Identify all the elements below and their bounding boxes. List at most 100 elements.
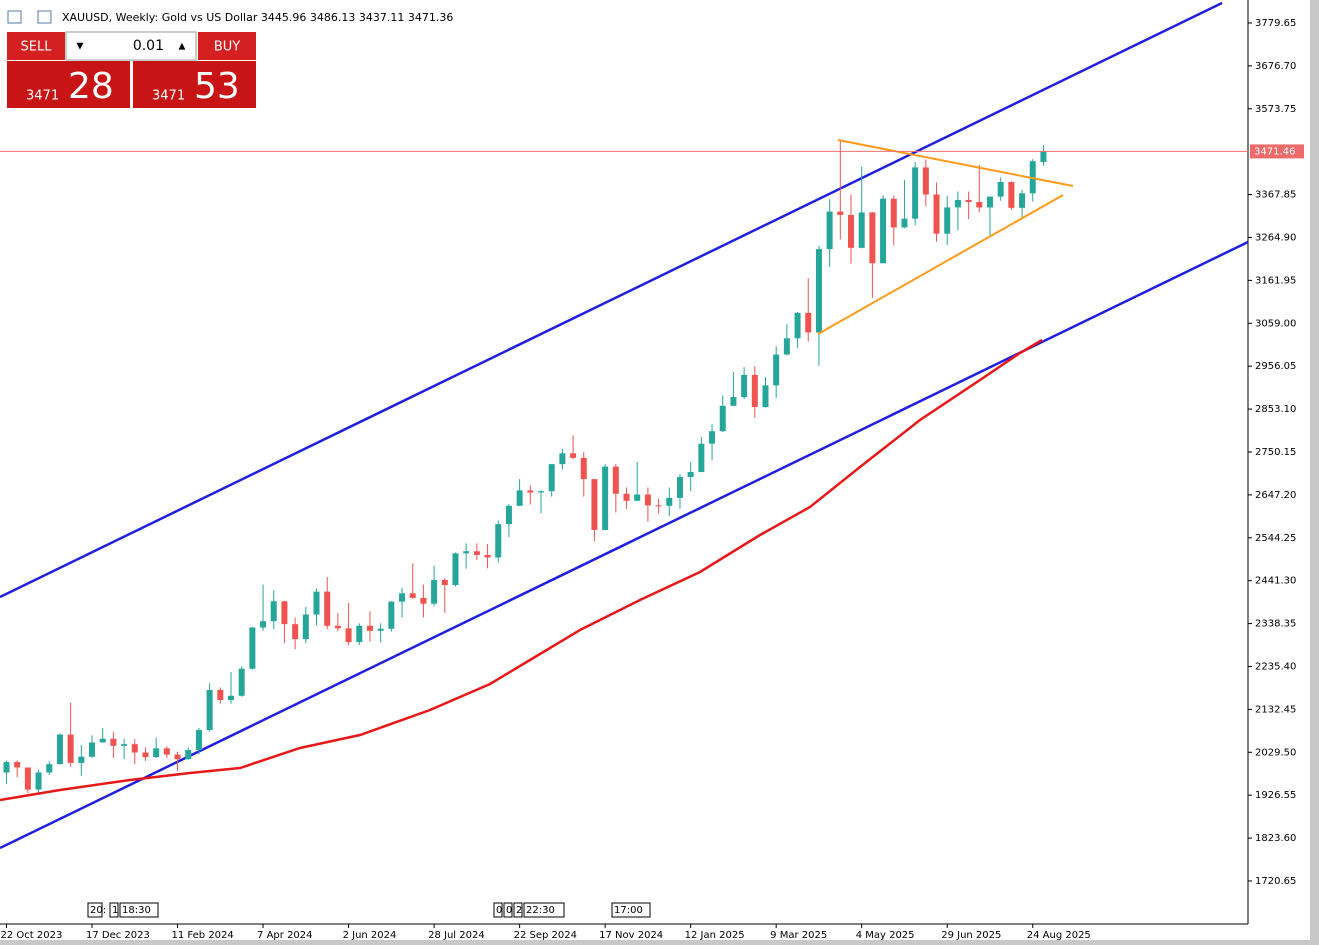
candle-body: [399, 593, 406, 602]
candle-body: [334, 625, 341, 629]
candle-body: [484, 554, 491, 558]
buy-button[interactable]: [198, 32, 256, 60]
candle-body: [997, 182, 1004, 197]
x-tick-label: 12 Jan 2025: [685, 930, 745, 941]
candle-body: [719, 405, 726, 432]
x-tick-label: 17 Dec 2023: [86, 930, 150, 941]
candle-body: [345, 628, 352, 643]
candle-body: [1040, 151, 1047, 163]
candle-body: [751, 374, 758, 408]
candle-body: [783, 338, 790, 355]
event-flag: [523, 902, 565, 918]
candle-body: [388, 601, 395, 629]
candle-body: [260, 621, 267, 628]
y-tick-label: 1720.65: [1255, 876, 1296, 887]
candle-body: [965, 199, 972, 203]
volume[interactable]: 0.01: [133, 38, 164, 54]
y-tick-label: 2235.40: [1255, 661, 1296, 672]
candle-body: [976, 202, 983, 208]
price-label-box: [1250, 144, 1304, 159]
ask-box[interactable]: [133, 61, 256, 108]
candle-body: [377, 628, 384, 631]
x-tick-label: 28 Jul 2024: [428, 930, 485, 941]
candle-body: [409, 593, 416, 598]
candle-body: [815, 249, 822, 333]
candle-body: [431, 579, 438, 604]
x-tick-label: 4 May 2025: [856, 930, 915, 941]
icon: [37, 10, 52, 24]
volume-down[interactable]: ▼: [77, 42, 84, 52]
bid-main[interactable]: 3471: [26, 89, 59, 104]
event-label: 2: [516, 905, 522, 916]
channel-lower: [0, 240, 1249, 850]
candle-body: [612, 466, 619, 494]
bid-pips[interactable]: 28: [68, 66, 114, 107]
candle-body: [99, 738, 106, 743]
candles: [3, 139, 1047, 794]
candle-body: [516, 490, 523, 506]
candle-body: [217, 689, 224, 700]
candle-body: [922, 167, 929, 195]
open: 3445.96: [261, 11, 307, 24]
y-tick-label: 3367.85: [1255, 190, 1296, 201]
candle-body: [634, 494, 641, 501]
x-tick-label: 22 Sep 2024: [514, 930, 577, 941]
candle-body: [1008, 182, 1015, 208]
candle-body: [933, 194, 940, 234]
candle-body: [869, 212, 876, 264]
x-tick-label: 24 Aug 2025: [1027, 930, 1091, 941]
x-tick-label: 29 Jun 2025: [941, 930, 1001, 941]
candle-body: [880, 198, 887, 264]
price-label: 3471.46: [1254, 146, 1295, 157]
candle-body: [78, 756, 85, 763]
y-tick-label: 2853.10: [1255, 404, 1296, 415]
candle-body: [292, 624, 299, 640]
candle-body: [270, 601, 277, 622]
candle-body: [67, 734, 74, 763]
candle-body: [463, 551, 470, 554]
volume-up[interactable]: ▲: [179, 42, 186, 52]
event-label: 0: [496, 905, 502, 916]
candle-body: [185, 749, 192, 760]
symbol: XAUUSD, Weekly:: [62, 11, 158, 24]
sell-label[interactable]: SELL: [21, 40, 53, 55]
y-tick-label: 2132.45: [1255, 704, 1296, 715]
candle-body: [762, 385, 769, 408]
event-flag: [503, 902, 513, 918]
candle-body: [441, 579, 448, 585]
candle-body: [452, 553, 459, 585]
candle-body: [24, 767, 31, 790]
candle-body: [174, 754, 181, 760]
candle-body: [110, 738, 117, 746]
candle-body: [570, 453, 577, 458]
candle-body: [163, 748, 170, 755]
candle-body: [473, 551, 480, 555]
event-flag: [611, 902, 651, 918]
volume-box[interactable]: [65, 31, 197, 61]
candle-body: [655, 505, 662, 507]
candle-body: [121, 744, 128, 746]
ask-pips[interactable]: 53: [194, 66, 240, 107]
event-flag: [493, 902, 503, 918]
sell-button[interactable]: [7, 32, 65, 60]
x-tick-label: 11 Feb 2024: [172, 930, 234, 941]
event-label: 20:: [90, 905, 106, 916]
candle-body: [730, 397, 737, 406]
candle-body: [698, 443, 705, 473]
event-flag: [109, 902, 119, 918]
candle-body: [538, 491, 544, 493]
event-label: 22:30: [526, 905, 555, 916]
candle-body: [195, 729, 202, 750]
candle-body: [206, 689, 213, 730]
low: 3437.11: [359, 11, 405, 24]
triangle-upper: [837, 139, 1074, 187]
buy-label[interactable]: BUY: [214, 40, 240, 55]
candle-body: [35, 772, 42, 790]
high: 3486.13: [310, 11, 356, 24]
moving-average: [0, 338, 1043, 802]
event-label: 1: [112, 905, 118, 916]
candle-body: [302, 614, 309, 640]
bid-box[interactable]: [7, 61, 130, 108]
ask-main[interactable]: 3471: [152, 89, 185, 104]
